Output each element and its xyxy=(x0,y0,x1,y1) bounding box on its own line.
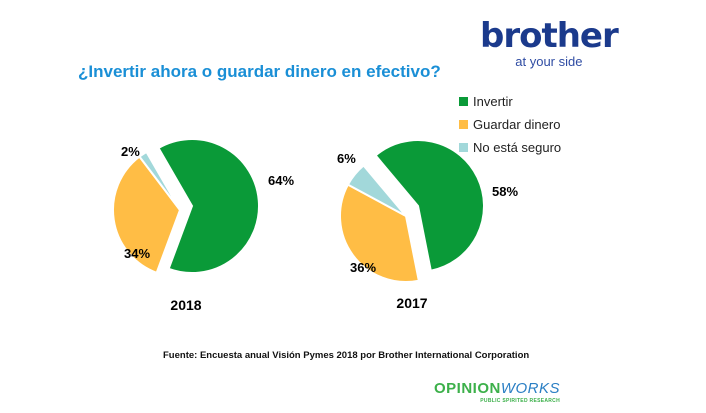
legend-item-guardar: Guardar dinero xyxy=(459,113,561,136)
data-label: 2% xyxy=(121,144,140,159)
data-label: 64% xyxy=(268,173,294,188)
pie-slice-2018-invertir xyxy=(157,138,260,274)
pie-title: 2017 xyxy=(396,295,427,311)
data-label: 58% xyxy=(492,184,518,199)
pie-title: 2018 xyxy=(170,297,201,313)
legend-label: No está seguro xyxy=(473,140,562,155)
data-label: 34% xyxy=(124,246,150,261)
brother-logo-tagline: at your side xyxy=(515,54,583,69)
pie-slice-2017-guardar-dinero xyxy=(339,183,420,283)
brother-logo: brother at your side xyxy=(480,16,619,69)
chart-title: ¿Invertir ahora o guardar dinero en efec… xyxy=(78,62,441,81)
pie-slice-2018-no-está-seguro xyxy=(138,150,181,211)
pie-slice-2017-invertir xyxy=(374,139,485,272)
pie-slice-2017-no-está-seguro xyxy=(346,164,407,217)
legend: Invertir Guardar dinero No está seguro xyxy=(459,90,561,159)
brother-logo-brand: brother xyxy=(480,16,619,56)
legend-label: Guardar dinero xyxy=(473,117,561,132)
data-label: 36% xyxy=(350,260,376,275)
data-label: 6% xyxy=(337,151,356,166)
pie-slice-2018-guardar-dinero xyxy=(112,155,182,275)
legend-item-invertir: Invertir xyxy=(459,90,561,113)
source-note: Fuente: Encuesta anual Visión Pymes 2018… xyxy=(163,350,530,361)
opinionworks-logo: OPINIONWORKS PUBLIC SPIRITED RESEARCH xyxy=(434,380,560,405)
legend-swatch xyxy=(459,120,468,129)
legend-label: Invertir xyxy=(473,94,513,109)
legend-swatch xyxy=(459,97,468,106)
opinionworks-tagline: PUBLIC SPIRITED RESEARCH xyxy=(480,398,561,404)
legend-swatch xyxy=(459,143,468,152)
opinionworks-wordmark: OPINIONWORKS xyxy=(434,380,561,397)
legend-item-no-seguro: No está seguro xyxy=(459,136,561,159)
